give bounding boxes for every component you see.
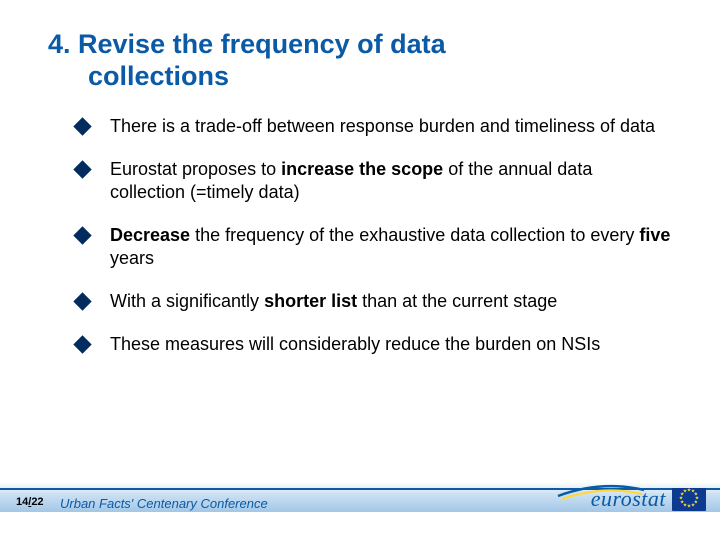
page-current: 14	[16, 496, 28, 508]
slide: 4. Revise the frequency of data collecti…	[0, 0, 720, 540]
bullet-text: Eurostat proposes to increase the scope …	[110, 159, 592, 202]
page-total: 22	[31, 496, 43, 508]
diamond-icon	[73, 117, 91, 135]
bullet-item: Decrease the frequency of the exhaustive…	[76, 224, 672, 270]
title-line-1: 4. Revise the frequency of data	[48, 29, 446, 59]
bullet-text: With a significantly shorter list than a…	[110, 291, 557, 311]
bullet-item: These measures will considerably reduce …	[76, 333, 672, 356]
diamond-icon	[73, 335, 91, 353]
bullet-item: There is a trade-off between response bu…	[76, 115, 672, 138]
eu-star-icon: ★	[683, 490, 687, 495]
slide-footer: 14/22 Urban Facts' Centenary Conference …	[0, 482, 720, 540]
diamond-icon	[73, 160, 91, 178]
bullet-list: There is a trade-off between response bu…	[48, 115, 672, 356]
bullet-text: These measures will considerably reduce …	[110, 334, 600, 354]
swoosh-icon	[556, 482, 646, 502]
conference-name: Urban Facts' Centenary Conference	[60, 496, 268, 511]
slide-title: 4. Revise the frequency of data collecti…	[48, 28, 672, 93]
bullet-item: With a significantly shorter list than a…	[76, 290, 672, 313]
diamond-icon	[73, 292, 91, 310]
bullet-text: Decrease the frequency of the exhaustive…	[110, 225, 670, 268]
eu-flag-icon: ★★★★★★★★★★★★	[672, 488, 706, 511]
page-number: 14/22	[16, 496, 44, 508]
bullet-item: Eurostat proposes to increase the scope …	[76, 158, 672, 204]
eurostat-logo: eurostat ★★★★★★★★★★★★	[591, 486, 706, 512]
eu-star-icon: ★	[687, 505, 691, 510]
eu-star-icon: ★	[691, 503, 695, 508]
title-line-2: collections	[48, 60, 672, 92]
diamond-icon	[73, 226, 91, 244]
bullet-text: There is a trade-off between response bu…	[110, 116, 655, 136]
